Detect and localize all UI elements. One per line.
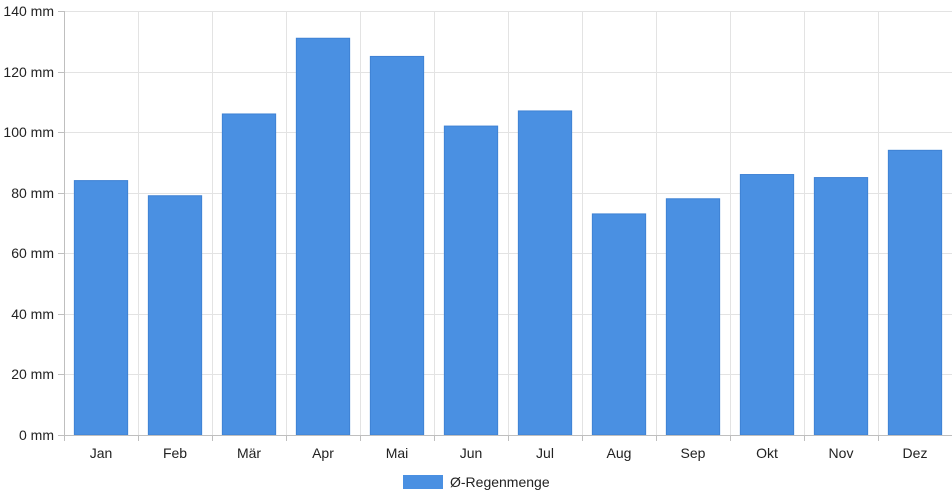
y-tick-label: 80 mm bbox=[11, 185, 54, 201]
bar-jul bbox=[517, 110, 573, 436]
y-tick-label: 100 mm bbox=[3, 124, 54, 140]
x-tick-label: Mär bbox=[237, 445, 261, 461]
y-tick-label: 120 mm bbox=[3, 64, 54, 80]
x-axis-labels: Jan Feb Mär Apr Mai Jun Jul Aug Sep Okt Nov Dez bbox=[90, 445, 928, 461]
bar-mär bbox=[221, 113, 277, 436]
y-tick-label: 40 mm bbox=[11, 306, 54, 322]
legend-swatch bbox=[403, 475, 443, 489]
x-tick-label: Jun bbox=[460, 445, 483, 461]
x-tick-label: Sep bbox=[681, 445, 706, 461]
bar-mai bbox=[369, 55, 425, 436]
x-tick-label: Mai bbox=[386, 445, 409, 461]
bar-okt bbox=[739, 174, 795, 436]
y-axis-labels: 0 mm 20 mm 40 mm 60 mm 80 mm 100 mm 120 mm 140 … bbox=[3, 3, 54, 443]
x-tick-label: Dez bbox=[903, 445, 928, 461]
y-tick-label: 20 mm bbox=[11, 366, 54, 382]
x-tick-label: Jul bbox=[536, 445, 554, 461]
x-tick-label: Aug bbox=[607, 445, 632, 461]
bar-apr bbox=[295, 37, 351, 436]
x-tick-label: Apr bbox=[312, 445, 334, 461]
bar-nov bbox=[813, 177, 869, 436]
bar-jan bbox=[73, 180, 129, 436]
bar-feb bbox=[147, 195, 203, 436]
legend-label-series: Ø-Regenmenge bbox=[450, 474, 550, 490]
x-tick-label: Feb bbox=[163, 445, 187, 461]
axes bbox=[58, 11, 952, 441]
y-tick-label: 140 mm bbox=[3, 3, 54, 19]
bars bbox=[73, 37, 943, 436]
grid bbox=[64, 11, 952, 436]
legend: Ø-Regenmenge bbox=[403, 474, 550, 490]
y-tick-label: 0 mm bbox=[19, 427, 54, 443]
x-tick-label: Jan bbox=[90, 445, 113, 461]
bar-jun bbox=[443, 125, 499, 436]
y-tick-label: 60 mm bbox=[11, 245, 54, 261]
bar-aug bbox=[591, 213, 647, 436]
x-tick-label: Okt bbox=[756, 445, 778, 461]
bar-dez bbox=[887, 149, 943, 436]
x-tick-label: Nov bbox=[829, 445, 854, 461]
bar-sep bbox=[665, 198, 721, 436]
